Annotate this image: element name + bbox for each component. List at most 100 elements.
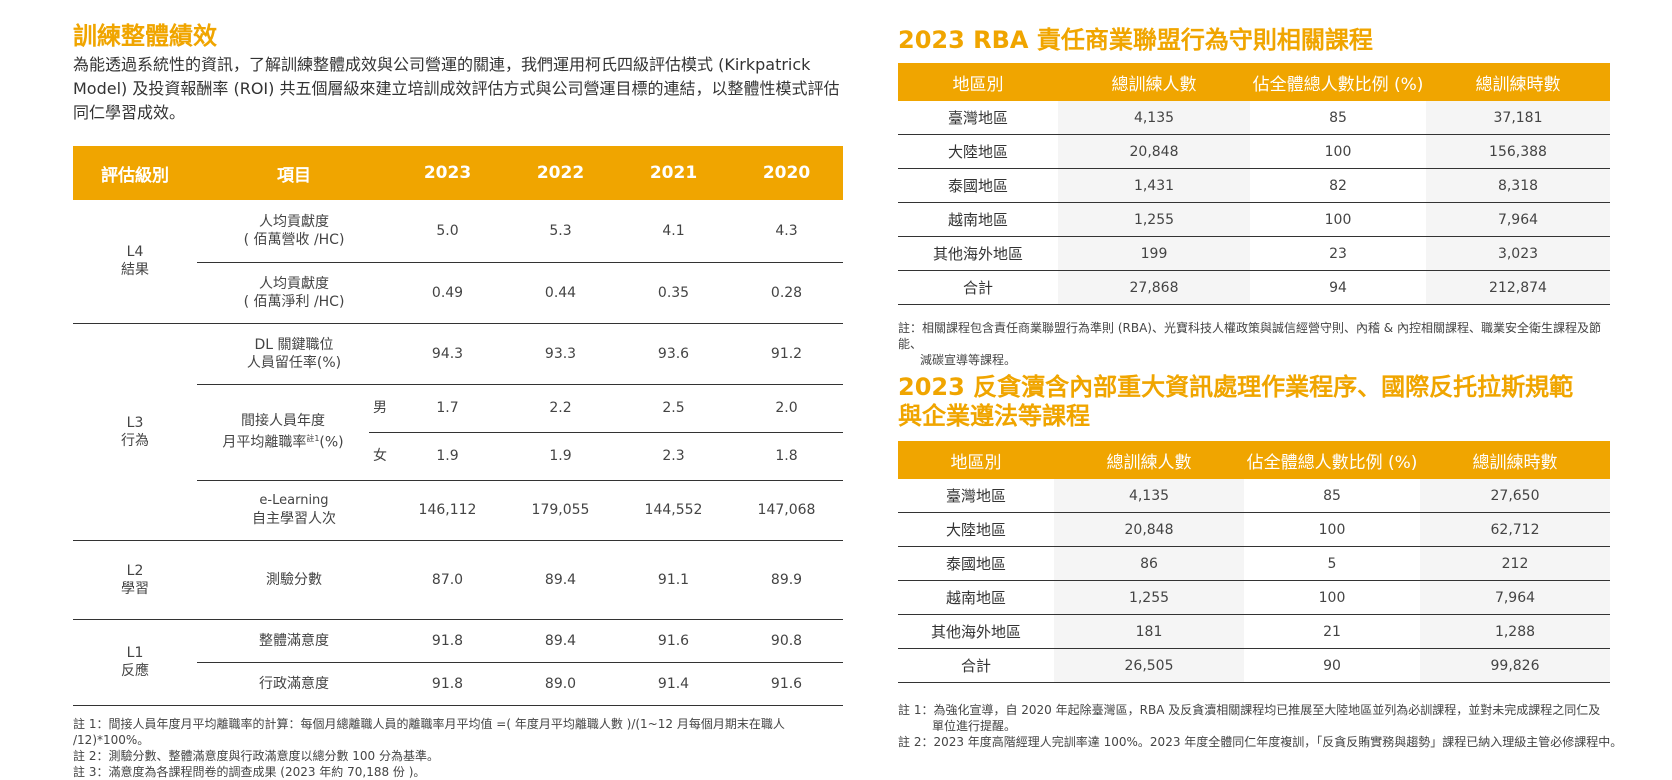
- table-row-total: 合計 26,505 90 99,826: [898, 648, 1610, 683]
- value-cell: 146,112: [391, 480, 504, 541]
- footnote: 註 1：間接人員年度月平均離職率的計算：每個月總離職人員的離職率月平均值 =( …: [73, 717, 785, 747]
- gender-female-label: 女: [369, 432, 391, 481]
- table-row: 間接人員年度 月平均離職率註1(%) 男 1.7 2.2 2.5 2.0: [73, 384, 843, 481]
- value-cell: 2.3: [617, 432, 730, 481]
- value-cell: 5.3: [504, 200, 617, 263]
- table-header-row: 評估級別 項目 2023 2022 2021 2020: [73, 146, 843, 200]
- table-row: 越南地區 1,255 100 7,964: [898, 202, 1610, 237]
- table-row: L3 行為 DL 關鍵職位 人員留任率(%) 94.3 93.3 93.6 91.2: [73, 323, 843, 541]
- value-cell: 2.5: [617, 384, 730, 433]
- header-percentage: 佔全體總人數比例 (%): [1250, 63, 1426, 101]
- level-l2: L2 學習: [73, 540, 197, 620]
- training-performance-table: 評估級別 項目 2023 2022 2021 2020 L4 結果 人均貢獻度( …: [73, 146, 843, 706]
- level-l4: L4 結果: [73, 200, 197, 324]
- table-header-row: 地區別 總訓練人數 佔全體總人數比例 (%) 總訓練時數: [898, 63, 1610, 101]
- table-row: 其他海外地區 181 21 1,288: [898, 614, 1610, 649]
- value-cell: 89.4: [504, 619, 617, 663]
- value-cell: 87.0: [391, 540, 504, 620]
- value-cell: 0.49: [391, 262, 504, 324]
- item-label: 行政滿意度: [197, 662, 391, 706]
- value-cell: 91.8: [391, 619, 504, 663]
- header-region: 地區別: [898, 63, 1058, 101]
- item-label: 人均貢獻度( 佰萬淨利 /HC): [197, 262, 391, 324]
- item-label: 整體滿意度: [197, 619, 391, 663]
- value-cell: 5.0: [391, 200, 504, 263]
- header-total-trainees: 總訓練人數: [1054, 441, 1244, 479]
- value-cell: 1.7: [391, 384, 504, 433]
- table-row: 其他海外地區 199 23 3,023: [898, 236, 1610, 271]
- value-cell: 90.8: [730, 619, 843, 663]
- value-cell: 1.9: [391, 432, 504, 481]
- section-title-anti-corruption: 2023 反貪瀆含內部重大資訊處理作業程序、國際反托拉斯規範 與企業遵法等課程: [898, 373, 1574, 430]
- table-row: L1 反應 整體滿意度 91.8 89.4 91.6 90.8: [73, 619, 843, 706]
- value-cell: 147,068: [730, 480, 843, 541]
- header-item: 項目: [197, 146, 391, 200]
- value-cell: 144,552: [617, 480, 730, 541]
- table-row: 泰國地區 1,431 82 8,318: [898, 168, 1610, 203]
- level-l1: L1 反應: [73, 619, 197, 706]
- value-cell: 4.3: [730, 200, 843, 263]
- intro-paragraph: 為能透過系統性的資訊，了解訓練整體成效與公司營運的關連，我們運用柯氏四級評估模式…: [73, 55, 840, 122]
- item-label: 測驗分數: [197, 540, 391, 620]
- value-cell: 0.35: [617, 262, 730, 324]
- header-region: 地區別: [898, 441, 1054, 479]
- table-row: 人均貢獻度( 佰萬淨利 /HC) 0.49 0.44 0.35 0.28: [73, 262, 843, 324]
- value-cell: 89.0: [504, 662, 617, 706]
- value-cell: 93.3: [504, 323, 617, 385]
- header-2020: 2020: [730, 146, 843, 200]
- table-row: L4 結果 人均貢獻度( 佰萬營收 /HC) 5.0 5.3 4.1 4.3: [73, 200, 843, 324]
- section-title-training-performance: 訓練整體績效: [73, 22, 217, 50]
- table-row: 大陸地區 20,848 100 156,388: [898, 134, 1610, 169]
- header-2022: 2022: [504, 146, 617, 200]
- value-cell: 91.6: [730, 662, 843, 706]
- section-title-rba: 2023 RBA 責任商業聯盟行為守則相關課程: [898, 26, 1373, 54]
- value-cell: 93.6: [617, 323, 730, 385]
- header-total-hours: 總訓練時數: [1426, 63, 1610, 101]
- header-percentage: 佔全體總人數比例 (%): [1244, 441, 1420, 479]
- table-row: L2 學習 測驗分數 87.0 89.4 91.1 89.9: [73, 540, 843, 620]
- value-cell: 89.9: [730, 540, 843, 620]
- value-cell: 4.1: [617, 200, 730, 263]
- header-2021: 2021: [617, 146, 730, 200]
- value-cell: 89.4: [504, 540, 617, 620]
- table-row: 臺灣地區 4,135 85 37,181: [898, 101, 1610, 135]
- value-cell: 91.2: [730, 323, 843, 385]
- value-cell: 2.0: [730, 384, 843, 433]
- value-cell: 91.1: [617, 540, 730, 620]
- table-row: 泰國地區 86 5 212: [898, 546, 1610, 581]
- value-cell: 91.4: [617, 662, 730, 706]
- footnotes-left: 註 1：間接人員年度月平均離職率的計算：每個月總離職人員的離職率月平均值 =( …: [73, 716, 853, 780]
- level-l3: L3 行為: [73, 323, 197, 541]
- gender-male-label: 男: [369, 384, 391, 433]
- value-cell: 2.2: [504, 384, 617, 433]
- table-row: 大陸地區 20,848 100 62,712: [898, 512, 1610, 547]
- footnote: 註 3：滿意度為各課程問卷的調查成果 (2023 年約 70,188 份 )。: [73, 765, 426, 779]
- table-header-row: 地區別 總訓練人數 佔全體總人數比例 (%) 總訓練時數: [898, 441, 1610, 479]
- rba-table: 地區別 總訓練人數 佔全體總人數比例 (%) 總訓練時數 臺灣地區 4,135 85…: [898, 63, 1610, 305]
- value-cell: 0.44: [504, 262, 617, 324]
- table-row: 臺灣地區 4,135 85 27,650: [898, 479, 1610, 513]
- item-label: 間接人員年度 月平均離職率註1(%): [197, 384, 369, 481]
- value-cell: 91.8: [391, 662, 504, 706]
- anti-corruption-table: 地區別 總訓練人數 佔全體總人數比例 (%) 總訓練時數 臺灣地區 4,135 85…: [898, 441, 1610, 683]
- table-row-total: 合計 27,868 94 212,874: [898, 270, 1610, 305]
- table-row: 越南地區 1,255 100 7,964: [898, 580, 1610, 615]
- value-cell: 0.28: [730, 262, 843, 324]
- table-row: 女 1.9 1.9 2.3 1.8: [73, 432, 843, 481]
- table-row: e-Learning 自主學習人次 146,112 179,055 144,552…: [73, 480, 843, 541]
- footnotes-anti-corruption: 註 1：為強化宣導，自 2020 年起除臺灣區，RBA 及反貪瀆相關課程均已推展…: [898, 703, 1623, 749]
- header-level: 評估級別: [73, 146, 197, 200]
- item-label: 人均貢獻度( 佰萬營收 /HC): [197, 200, 391, 263]
- header-total-hours: 總訓練時數: [1420, 441, 1610, 479]
- item-label: DL 關鍵職位 人員留任率(%): [197, 323, 391, 385]
- header-2023: 2023: [391, 146, 504, 200]
- item-label: e-Learning 自主學習人次: [197, 480, 391, 541]
- table-row: 行政滿意度 91.8 89.0 91.4 91.6: [73, 662, 843, 706]
- value-cell: 91.6: [617, 619, 730, 663]
- value-cell: 179,055: [504, 480, 617, 541]
- footnote-rba: 註：相關課程包含責任商業聯盟行為準則 (RBA)、光寶科技人權政策與誠信經營守則…: [898, 321, 1601, 367]
- value-cell: 1.9: [504, 432, 617, 481]
- value-cell: 94.3: [391, 323, 504, 385]
- footnote: 註 2：測驗分數、整體滿意度與行政滿意度以總分數 100 分為基準。: [73, 749, 439, 763]
- value-cell: 1.8: [730, 432, 843, 481]
